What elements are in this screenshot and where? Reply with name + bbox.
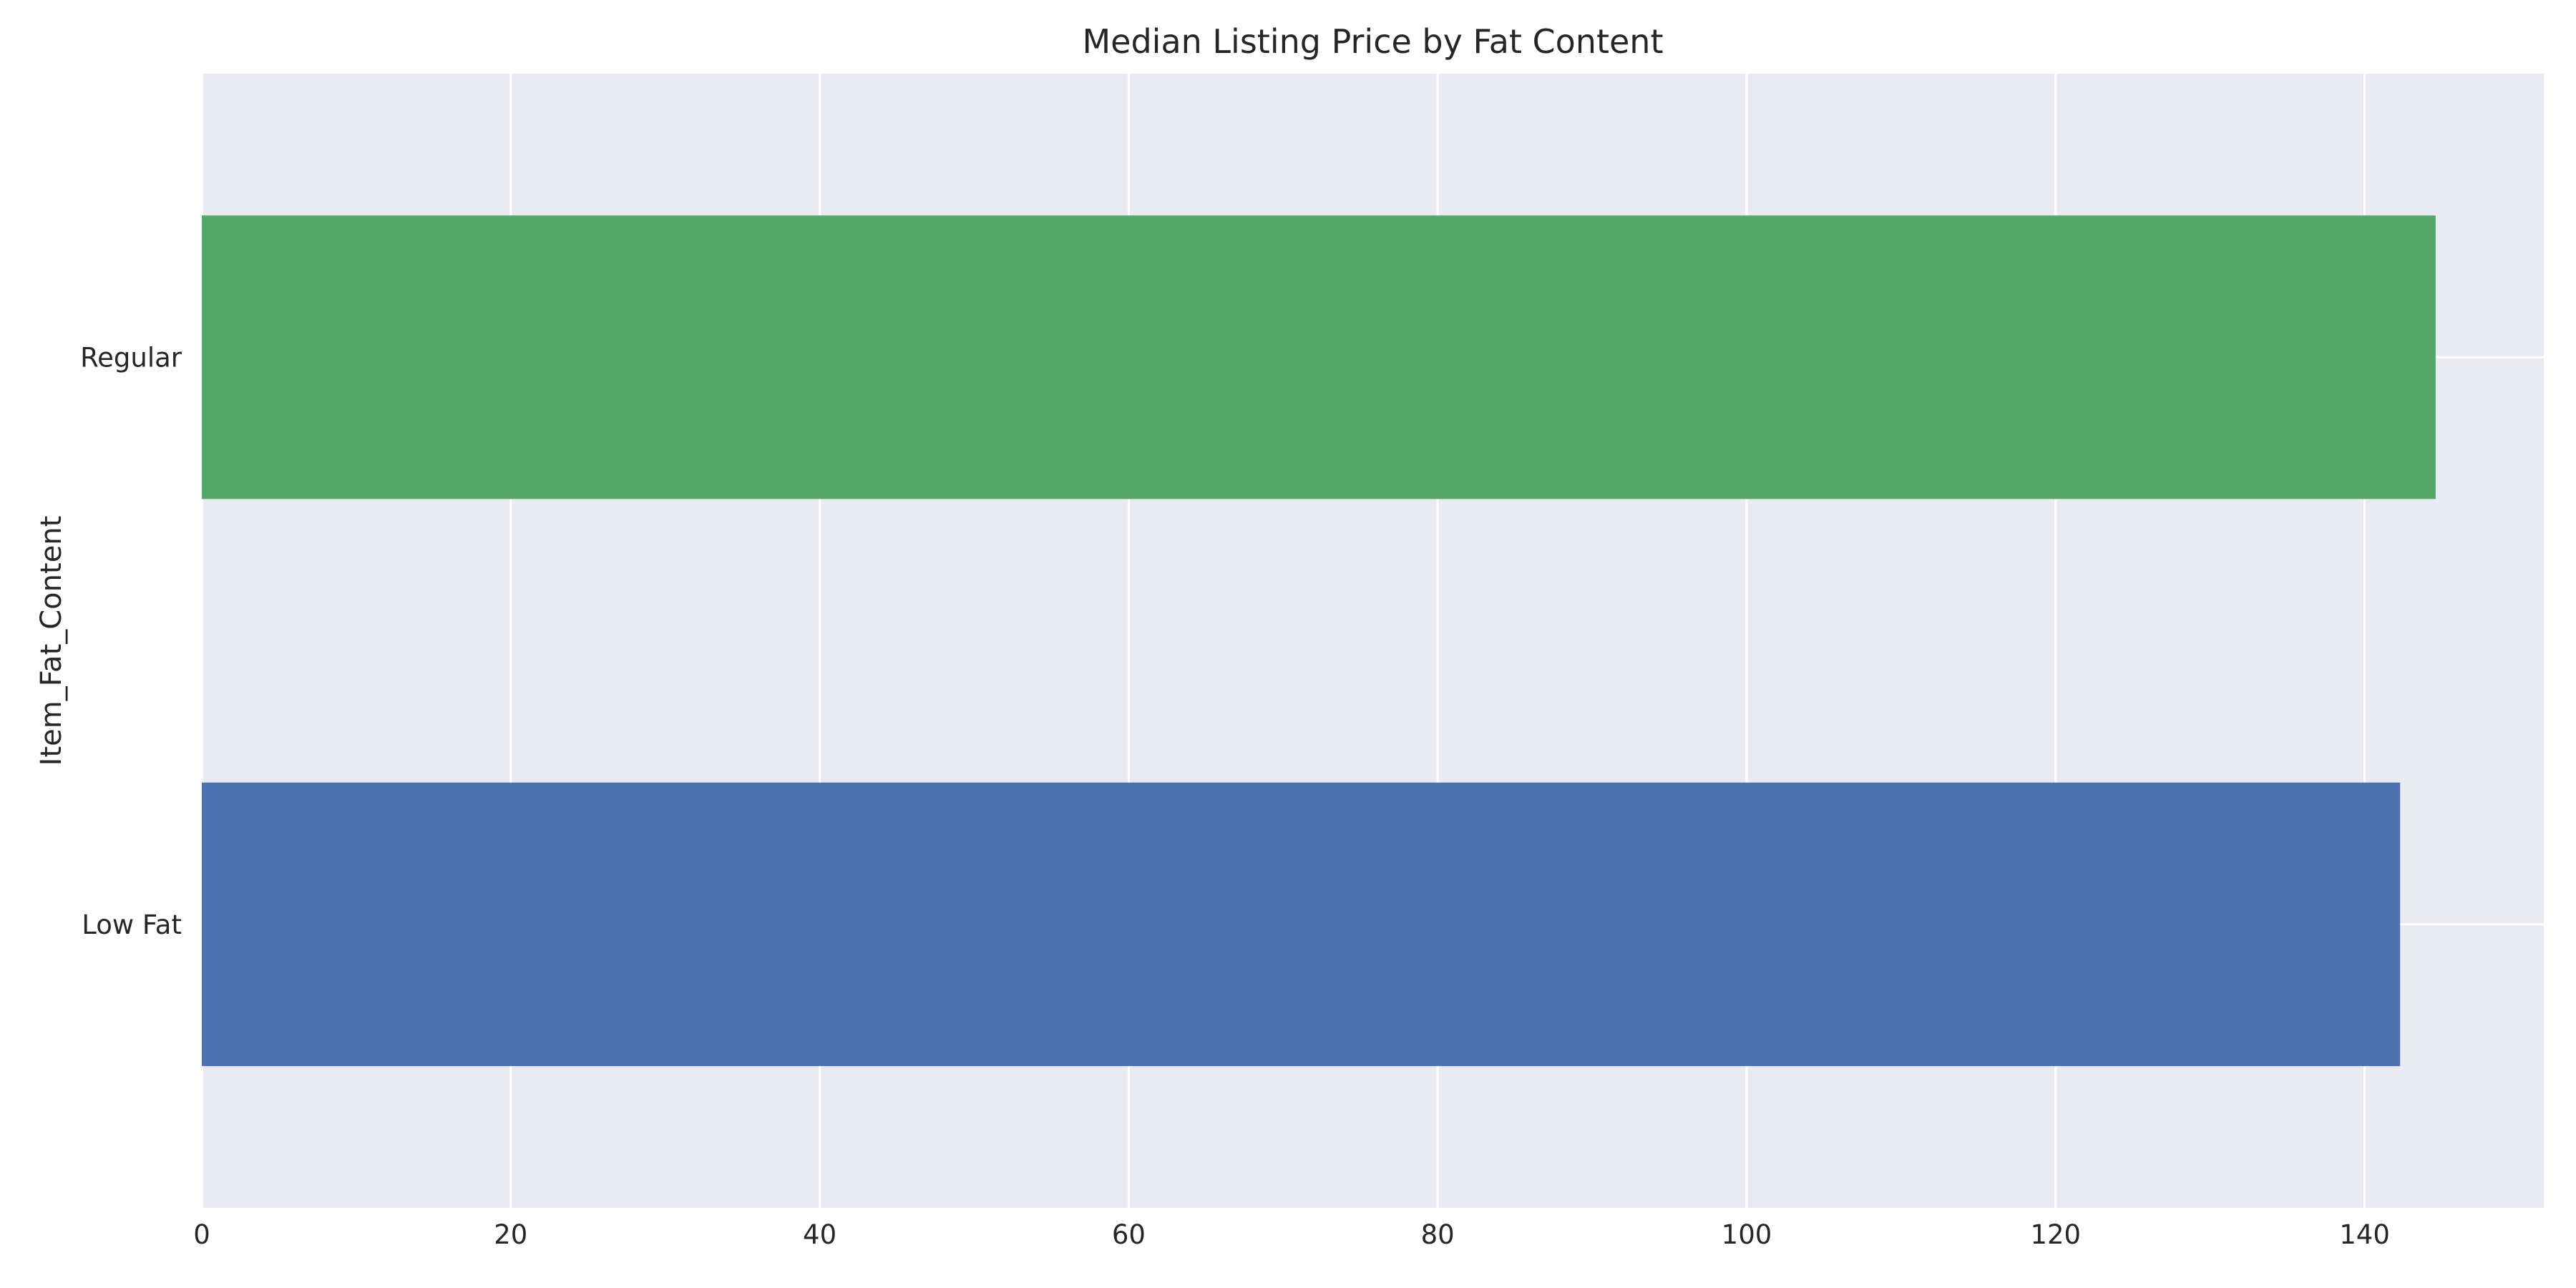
x-tick-label: 120 bbox=[2030, 1219, 2081, 1250]
x-tick-label: 100 bbox=[1722, 1219, 1772, 1250]
y-axis-ticks: Low Fat Regular bbox=[80, 342, 182, 940]
x-tick-label: 140 bbox=[2339, 1219, 2390, 1250]
y-tick-label: Regular bbox=[80, 342, 182, 373]
x-axis-ticks: 0 20 40 60 80 100 120 140 bbox=[193, 1219, 2390, 1250]
x-tick-label: 60 bbox=[1112, 1219, 1146, 1250]
bars bbox=[202, 215, 2436, 1066]
x-tick-label: 40 bbox=[803, 1219, 836, 1250]
y-axis-label: Item_Fat_Content bbox=[35, 516, 68, 766]
chart-title: Median Listing Price by Fat Content bbox=[1082, 22, 1663, 61]
bar-regular bbox=[202, 215, 2436, 499]
bar-low-fat bbox=[202, 782, 2401, 1066]
x-tick-label: 20 bbox=[494, 1219, 527, 1250]
x-tick-label: 0 bbox=[193, 1219, 210, 1250]
y-tick-label: Low Fat bbox=[82, 909, 182, 940]
x-tick-label: 80 bbox=[1421, 1219, 1455, 1250]
